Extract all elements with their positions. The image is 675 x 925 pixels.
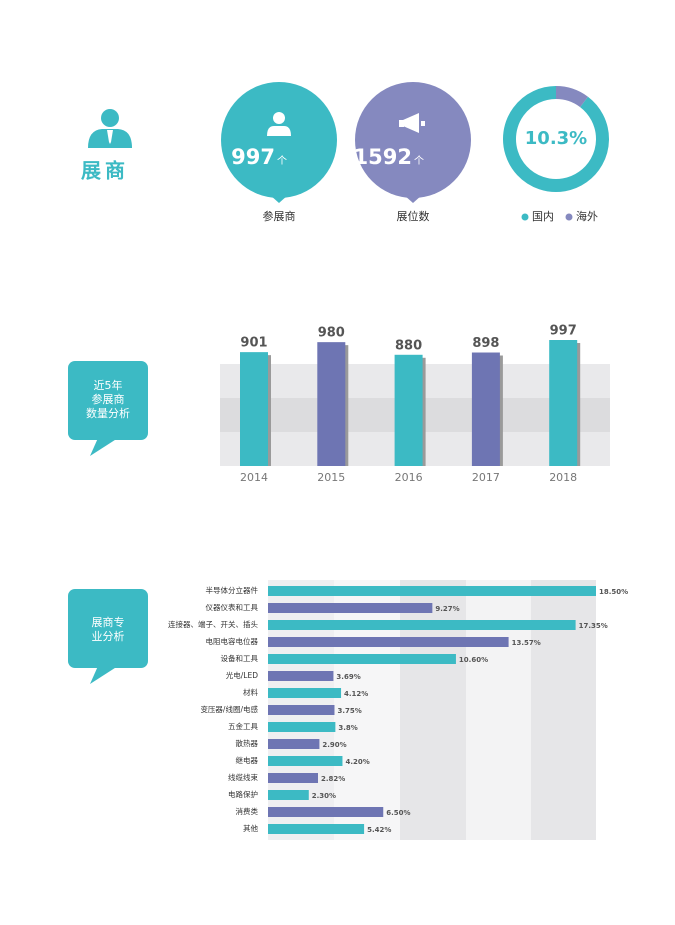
category-label: 电路保护 (228, 789, 258, 799)
chart-title: 数量分析 (86, 406, 130, 420)
value-label: 13.57% (512, 639, 541, 647)
category-label: 电阻电容电位器 (206, 636, 259, 646)
legend-label: 海外 (576, 209, 598, 223)
stat-value: 997 (231, 145, 275, 169)
bar (268, 790, 309, 800)
bar (268, 773, 318, 783)
value-label: 880 (395, 338, 422, 353)
stat-label: 参展商 (263, 209, 296, 223)
value-label: 4.20% (345, 758, 369, 766)
legend-swatch (521, 213, 529, 221)
category-label: 设备和工具 (221, 653, 259, 663)
donut-chart: 国内 海外 10.3% (503, 86, 609, 223)
bar (268, 603, 433, 613)
value-label: 980 (318, 326, 345, 341)
stat-bubble: 1592 个 (354, 82, 471, 203)
bar (268, 756, 343, 766)
value-label: 3.75% (337, 707, 361, 715)
category-label: 线缆线束 (228, 772, 258, 782)
bar (317, 342, 346, 466)
category-label: 半导体分立器件 (206, 585, 259, 595)
center-label: 10.3% (525, 128, 587, 149)
bar (268, 671, 334, 681)
value-label: 3.69% (336, 673, 360, 681)
x-tick-label: 2016 (395, 471, 423, 484)
value-label: 18.50% (599, 588, 628, 596)
bar (268, 620, 576, 630)
person-icon (88, 109, 132, 148)
band (531, 580, 596, 840)
bar (268, 722, 336, 732)
stat-value: 1592 (354, 145, 412, 169)
x-tick-label: 2017 (472, 471, 500, 484)
chart-title: 近5年 (94, 378, 123, 392)
value-label: 4.12% (344, 690, 368, 698)
value-label: 6.50% (386, 809, 410, 817)
stat-bubble: 997 个 (221, 82, 337, 203)
bar (394, 354, 423, 466)
legend-label: 国内 (532, 209, 554, 223)
bar (240, 352, 268, 466)
value-label: 2.82% (321, 775, 345, 783)
x-tick-label: 2015 (317, 471, 345, 484)
value-label: 901 (240, 336, 267, 351)
chart-title: 参展商 (92, 392, 125, 406)
value-label: 3.8% (338, 724, 357, 732)
value-label: 997 (550, 324, 577, 339)
speech-bubble (68, 361, 148, 456)
value-label: 10.60% (459, 656, 488, 664)
category-label: 消费类 (236, 806, 259, 816)
donut-segment (555, 86, 588, 108)
value-label: 5.42% (367, 826, 391, 834)
x-tick-label: 2018 (549, 471, 577, 484)
chart-title: 展商专 (92, 615, 125, 629)
value-label: 17.35% (579, 622, 608, 630)
category-label: 变压器/线圈/电感 (200, 704, 258, 714)
value-label: 898 (472, 336, 499, 351)
value-label: 2.30% (312, 792, 336, 800)
x-tick-label: 2014 (240, 471, 268, 484)
category-label: 光电/LED (226, 670, 258, 680)
bar (268, 586, 596, 596)
bar (268, 688, 342, 698)
band (466, 580, 531, 840)
category-label: 继电器 (236, 755, 259, 765)
stat-unit: 个 (414, 155, 424, 167)
band (400, 580, 466, 840)
chart-title: 业分析 (92, 629, 125, 643)
bar (268, 807, 384, 817)
category-label: 材料 (243, 687, 258, 697)
speech-bubble (68, 589, 148, 684)
value-label: 9.27% (435, 605, 459, 613)
bar (268, 739, 320, 749)
bar (268, 824, 365, 834)
category-label: 散热器 (236, 738, 259, 748)
stat-unit: 个 (277, 155, 287, 167)
bar (268, 705, 335, 715)
value-label: 2.90% (322, 741, 346, 749)
category-label: 连接器、端子、开关、插头 (168, 619, 258, 629)
donut-segment (503, 86, 609, 192)
bar (471, 352, 500, 466)
yearly-bar-chart: 901 2014 980 2015 880 2016 898 2017 997 2018 (220, 324, 610, 484)
category-bar-chart: 半导体分立器件 18.50% 仪器仪表和工具 9.27% 连接器、端子、开关、插头 17.… (168, 580, 628, 840)
header-title: 展商 (81, 159, 129, 183)
legend-swatch (565, 213, 573, 221)
category-label: 仪器仪表和工具 (206, 602, 259, 612)
bar (268, 654, 456, 664)
bar (268, 637, 509, 647)
bar (549, 340, 578, 466)
category-label: 五金工具 (228, 721, 258, 731)
stat-label: 展位数 (397, 209, 430, 223)
category-label: 其他 (243, 823, 258, 833)
